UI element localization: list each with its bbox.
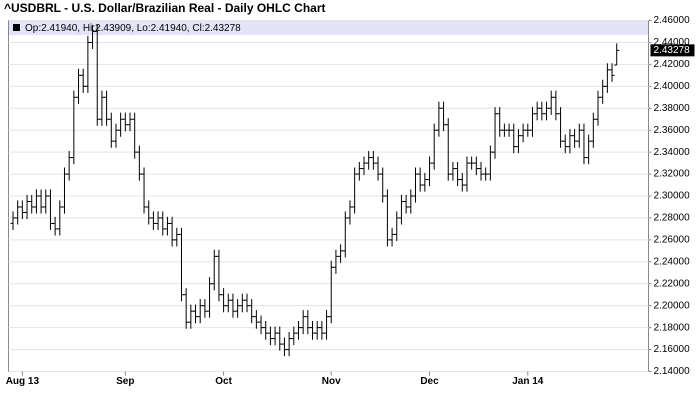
x-tick-label: Oct <box>215 376 232 387</box>
y-tick-label: 2.38000 <box>654 103 691 114</box>
x-tick-label: Sep <box>116 376 134 387</box>
y-tick-label: 2.26000 <box>654 235 691 246</box>
y-tick-label: 2.14000 <box>654 366 691 377</box>
y-tick-label: 2.28000 <box>654 213 691 224</box>
y-tick-label: 2.22000 <box>654 278 691 289</box>
y-tick-label: 2.36000 <box>654 125 691 136</box>
info-label: Op:2.41940, Hi:2.43909, Lo:2.41940, Cl:2… <box>25 23 241 34</box>
info-bar <box>9 21 648 35</box>
ohlc-series <box>10 24 620 357</box>
x-tick-label: Nov <box>322 376 341 387</box>
y-tick-label: 2.16000 <box>654 344 691 355</box>
y-tick-label: 2.18000 <box>654 322 691 333</box>
chart-title: ^USDBRL - U.S. Dollar/Brazilian Real - D… <box>4 1 326 15</box>
y-tick-label: 2.34000 <box>654 147 691 158</box>
y-tick-label: 2.44000 <box>654 37 691 48</box>
y-tick-label: 2.32000 <box>654 169 691 180</box>
last-price-label: 2.43278 <box>654 45 691 56</box>
last-price-tag <box>650 44 695 57</box>
x-tick-label: Aug 13 <box>6 376 40 387</box>
y-tick-label: 2.40000 <box>654 81 691 92</box>
y-tick-label: 2.20000 <box>654 300 691 311</box>
x-tick-label: Jan 14 <box>512 376 544 387</box>
x-tick-label: Dec <box>420 376 439 387</box>
y-tick-label: 2.42000 <box>654 59 691 70</box>
y-tick-label: 2.30000 <box>654 191 691 202</box>
info-icon <box>13 24 20 31</box>
y-tick-label: 2.46000 <box>654 15 691 26</box>
y-tick-label: 2.24000 <box>654 256 691 267</box>
